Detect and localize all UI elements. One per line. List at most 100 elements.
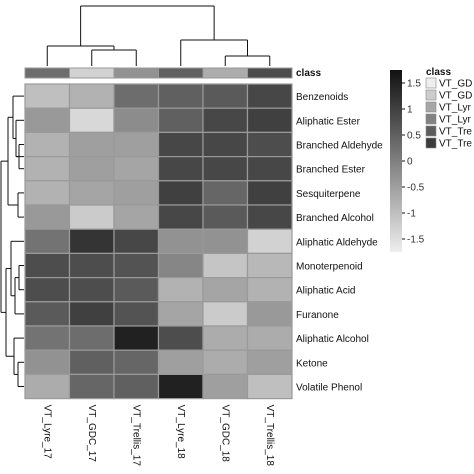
heatmap-cell (68, 277, 115, 303)
column-dendrogram (46, 5, 271, 66)
legend-entry-label: VT_GD (439, 79, 472, 90)
class-cell (158, 67, 204, 79)
heatmap-cell (157, 228, 204, 254)
row-dendrogram (0, 95, 24, 387)
row-label: Aliphatic Alcohol (296, 334, 369, 345)
legend-entry-label: VT_Tre (439, 139, 472, 150)
heatmap-cell (246, 131, 293, 158)
color-scale-tick-label: 0.5 (407, 131, 421, 142)
heatmap-cell (113, 131, 160, 158)
legend-title: class (426, 67, 451, 78)
class-annotation-row: class (24, 67, 321, 79)
heatmap-cell (202, 373, 249, 400)
heatmap-cell (68, 180, 115, 206)
row-label: Branched Alcohol (296, 213, 374, 224)
heatmap-cell (68, 83, 115, 109)
heatmap-cell (24, 156, 71, 182)
heatmap-cell (68, 156, 115, 182)
heatmap-cell (202, 325, 249, 351)
heatmap-cell (113, 83, 160, 109)
heatmap-cell (113, 180, 160, 206)
heatmap-cell (24, 204, 71, 230)
legend-swatch (425, 113, 437, 125)
heatmap-cell (68, 131, 115, 158)
heatmap-cell (202, 107, 249, 133)
row-label: Sesquiterpene (296, 189, 361, 200)
heatmap-cell (202, 301, 249, 327)
column-label: VT_Lyre_17 (42, 405, 53, 460)
legend-swatch (425, 89, 437, 101)
heatmap-cell (202, 349, 249, 376)
legend-entry-label: VT_GD (439, 91, 472, 102)
heatmap-cell (157, 204, 204, 230)
class-cell (113, 67, 159, 79)
heatmap-cell (157, 349, 204, 376)
color-scale-tick-label: -0.5 (407, 183, 425, 194)
heatmap-cell (24, 228, 71, 254)
heatmap-cell (246, 349, 293, 376)
column-label: VT_Trellis_18 (264, 405, 275, 467)
class-cell (69, 67, 115, 79)
class-cell (24, 67, 70, 79)
heatmap-cell (113, 228, 160, 254)
heatmap-cell (202, 156, 249, 182)
heatmap-cell (24, 131, 71, 158)
class-cell (247, 67, 293, 79)
class-row-label: class (296, 68, 321, 79)
heatmap-cell (246, 107, 293, 133)
column-label: VT_GDC_17 (86, 405, 97, 463)
row-label: Furanone (296, 310, 339, 321)
heatmap-cell (24, 373, 71, 400)
heatmap-cell (246, 252, 293, 279)
color-scale-tick-label: 1 (407, 105, 413, 116)
heatmap-cell (24, 277, 71, 303)
heatmap-cell (113, 156, 160, 182)
heatmap-cell (202, 180, 249, 206)
heatmap-cell (24, 325, 71, 351)
color-scale-bar (390, 70, 402, 252)
heatmap-cell (24, 107, 71, 133)
heatmap-cell (157, 107, 204, 133)
color-scale: 1.5 1 0.5 0 -0.5 -1 -1.5 (390, 70, 425, 252)
class-cell (202, 67, 248, 79)
row-label: Aliphatic Aldehyde (296, 237, 378, 248)
color-scale-tick-label: -1.5 (407, 235, 425, 246)
heatmap-cell (68, 228, 115, 254)
row-label: Aliphatic Acid (296, 286, 355, 297)
legend-swatch (425, 125, 437, 137)
heatmap-cell (113, 277, 160, 303)
heatmap-cell (157, 83, 204, 109)
row-labels: Benzenoids Aliphatic Ester Branched Aldehy… (296, 92, 383, 393)
heatmap-cell (202, 277, 249, 303)
column-label: VT_GDC_18 (220, 405, 231, 463)
heatmap-cell (246, 156, 293, 182)
legend-entry-label: VT_Lyr (439, 115, 472, 126)
heatmap-cell (246, 277, 293, 303)
heatmap-cell (113, 349, 160, 376)
heatmap-cell (113, 204, 160, 230)
heatmap-cell (157, 252, 204, 279)
heatmap-cell (68, 107, 115, 133)
heatmap-cell (246, 180, 293, 206)
heatmap-cell (24, 301, 71, 327)
heatmap-cell (157, 373, 204, 400)
legend-swatch (425, 101, 437, 113)
heatmap-cell (202, 131, 249, 158)
legend-entry-label: VT_Tre (439, 127, 472, 138)
heatmap-cell (202, 83, 249, 109)
row-label: Branched Ester (296, 165, 366, 176)
row-label: Benzenoids (296, 92, 348, 103)
column-label: VT_Trellis_17 (131, 405, 142, 467)
heatmap-cell (157, 301, 204, 327)
heatmap-cell (68, 252, 115, 279)
heatmap-cell (24, 252, 71, 279)
heatmap-cell (157, 277, 204, 303)
heatmap-cell (246, 301, 293, 327)
heatmap-cell (113, 373, 160, 400)
heatmap-cell (246, 373, 293, 400)
heatmap-cell (157, 325, 204, 351)
heatmap-cell (202, 228, 249, 254)
heatmap-cell (113, 107, 160, 133)
